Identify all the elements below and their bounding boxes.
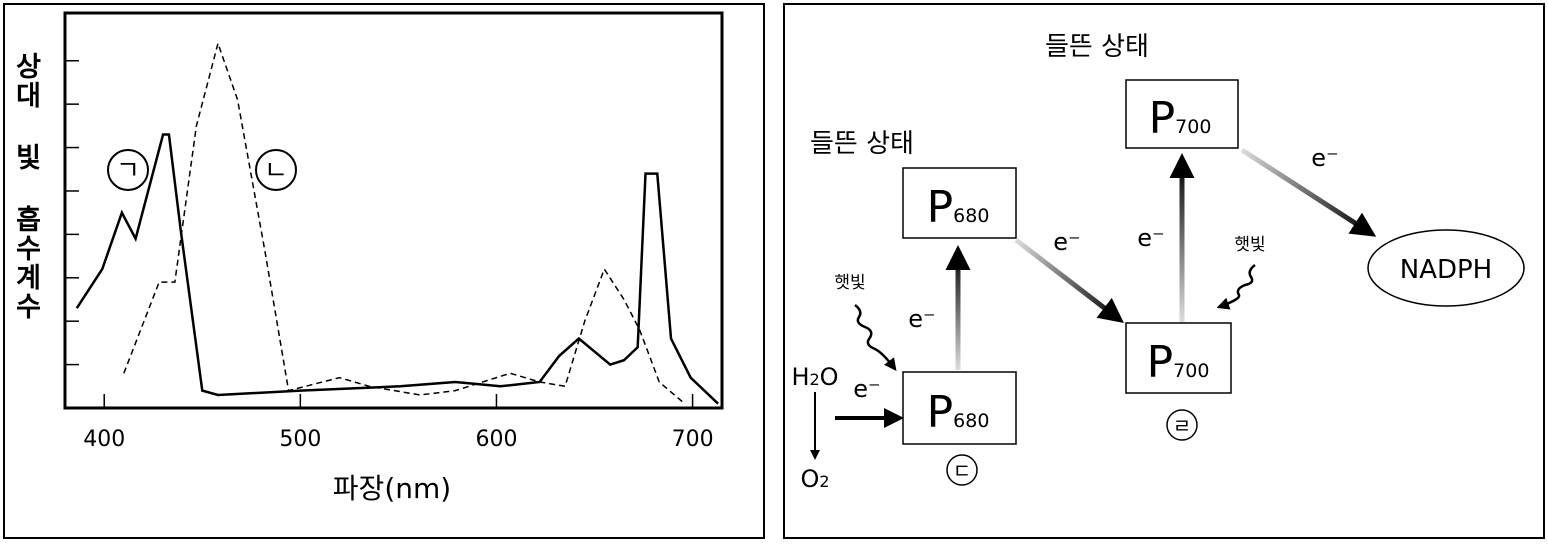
x-axis-label: 파장(nm) [333,472,451,505]
water-label: H2O [791,363,838,391]
sunlight-label: 햇빛 [1234,235,1265,255]
excited-label: 들뜬 상태 [1045,32,1149,62]
node-label: P680 [927,387,990,438]
sunlight-label: 햇빛 [834,273,865,293]
node-ellipse [1367,229,1525,307]
arrow [1240,147,1377,237]
series-tag-circle [255,149,297,191]
series-line [75,133,719,405]
diagram: 들뜬 상태 들뜬 상태 P680 P680 ㄷ P700 ㄹ P700 NADP… [791,32,1525,493]
node-label: P700 [1147,337,1210,388]
tag-circle [1166,409,1198,441]
node-label: P680 [927,182,990,233]
node-box [902,167,1017,239]
excited-label: 들뜬 상태 [810,129,914,159]
arrow [1014,238,1124,324]
series-tag-circle [107,149,149,191]
node-tag: ㄹ [1173,414,1191,438]
electron-label: e⁻ [853,375,880,403]
y-axis-label: 상대 빛 흡수계수 [10,52,41,321]
plot-frame [63,11,724,410]
electron-label: e⁻ [1053,228,1080,256]
electron-label: e⁻ [908,305,935,333]
node-label: P700 [1149,93,1212,144]
node-tag: ㄷ [953,459,971,483]
series-line [123,40,686,405]
node-box [1125,79,1239,149]
tag-circle [946,454,978,486]
light-arrow [1216,264,1256,310]
left-panel [3,3,765,539]
oxygen-label: O2 [800,465,829,493]
series-name: ㄴ [264,156,288,186]
node-box [1125,322,1232,394]
series-name: ㄱ [116,156,140,186]
node-label: NADPH [1400,255,1493,285]
electron-label: e⁻ [1137,224,1164,252]
x-tick-label: 700 [672,427,714,452]
x-tick-label: 400 [83,427,125,452]
light-arrow [854,304,897,371]
x-tick-label: 500 [279,427,321,452]
right-panel [783,3,1545,539]
x-tick-label: 600 [475,427,517,452]
electron-label: e⁻ [1311,144,1338,172]
node-box [902,371,1017,445]
